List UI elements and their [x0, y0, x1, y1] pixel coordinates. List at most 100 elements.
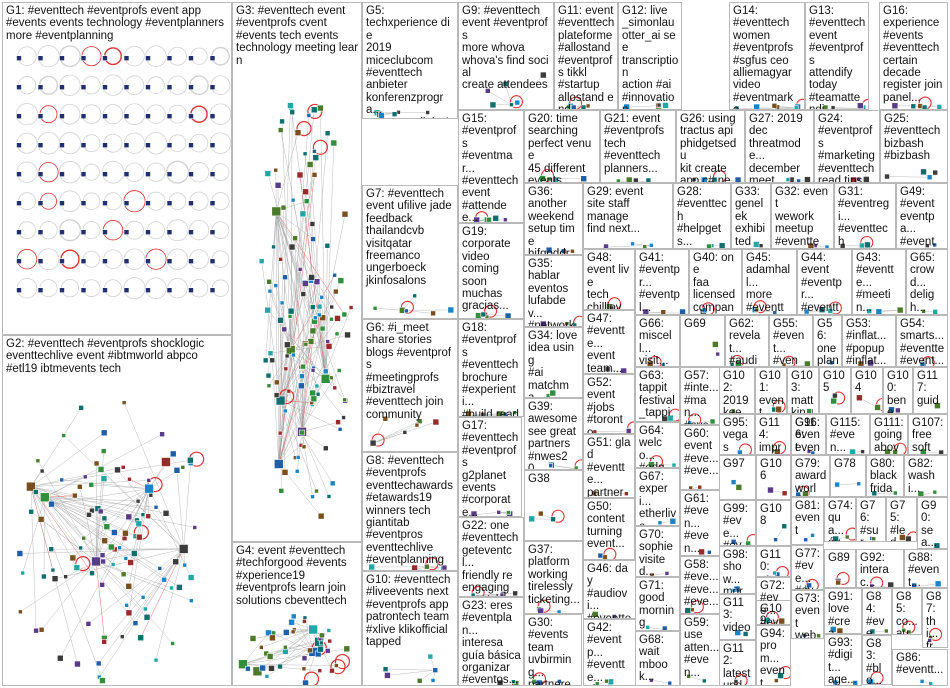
graph-node — [37, 142, 44, 148]
graph-node — [893, 490, 898, 496]
graph-node — [111, 529, 118, 536]
graph-node — [102, 171, 108, 177]
graph-node — [715, 351, 720, 357]
group-panel-g43: G43: #eventte... #meetin... meeting... — [852, 249, 906, 315]
group-graph-g6 — [369, 415, 440, 447]
graph-node — [16, 84, 22, 90]
graph-edge — [126, 548, 184, 606]
graph-node — [274, 182, 282, 189]
group-graph-g117 — [934, 402, 941, 410]
group-label-g21: G21: event #eventprofs tech #eventtech p… — [604, 113, 665, 175]
graph-node — [839, 243, 846, 248]
graph-node — [322, 445, 329, 452]
graph-node — [509, 102, 514, 108]
graph-edge — [293, 354, 303, 432]
graph-node — [209, 113, 216, 119]
group-label-g62: G62: revelat... #audio... #eventt... — [729, 318, 761, 367]
graph-node — [103, 523, 111, 530]
graph-node — [135, 498, 141, 504]
graph-edge — [30, 486, 37, 631]
graph-edge — [242, 648, 347, 665]
graph-node — [591, 611, 599, 618]
graph-node — [844, 534, 850, 540]
graph-node — [259, 645, 264, 650]
graph-node — [166, 171, 173, 177]
group-panel-g86: G86: #eventt... — [892, 649, 948, 686]
graph-node — [802, 490, 809, 496]
group-graph-g5 — [373, 109, 430, 118]
graph-node — [314, 488, 319, 494]
graph-node — [514, 99, 521, 106]
group-graph-g109 — [764, 610, 786, 624]
group-panel-g36: G36: another weekend setup time hifgoddr… — [524, 183, 583, 255]
graph-node — [284, 353, 290, 359]
group-graph-g34 — [545, 389, 557, 397]
group-label-g48: G48: event live tech chilllove... — [587, 252, 630, 310]
self-loop-edge — [334, 653, 351, 670]
graph-node — [86, 511, 92, 518]
graph-node — [857, 102, 864, 109]
group-panel-g80: G80: black friday... — [866, 455, 904, 497]
self-loop-edge — [918, 96, 932, 109]
graph-node — [277, 663, 283, 670]
graph-node — [188, 258, 194, 264]
group-panel-g85: G85: co... au... — [892, 588, 922, 635]
group-label-g57: G57: #inte... #man... #eve... — [684, 370, 719, 424]
self-loop-edge — [870, 576, 884, 587]
graph-node — [772, 310, 778, 314]
graph-node — [264, 306, 272, 314]
group-panel-g107: G107: free softw... — [908, 414, 948, 455]
graph-node — [609, 305, 615, 309]
graph-node — [16, 113, 22, 119]
graph-node — [734, 629, 742, 636]
group-panel-g75: G75: #led... #led... — [886, 497, 917, 542]
graph-edge — [276, 211, 319, 395]
graph-node — [580, 104, 587, 109]
graph-node — [161, 576, 167, 583]
graph-node — [123, 287, 130, 294]
graph-edge — [290, 275, 335, 351]
group-panel-g91: G91: love #crea... — [824, 588, 862, 634]
graph-node — [37, 171, 44, 177]
graph-node — [572, 322, 578, 326]
graph-node — [122, 529, 129, 537]
group-label-g75: G75: #led... #led... — [890, 500, 906, 541]
graph-node — [334, 331, 340, 337]
group-graph-g97 — [730, 479, 743, 491]
graph-node — [336, 368, 342, 373]
graph-node — [280, 204, 287, 211]
graph-node — [37, 258, 44, 264]
graph-node — [78, 545, 83, 551]
graph-node — [145, 142, 151, 148]
graph-node — [330, 139, 338, 147]
group-graph-g60 — [688, 484, 703, 489]
graph-node — [687, 420, 692, 424]
graph-node — [806, 582, 812, 589]
graph-node — [61, 433, 66, 438]
graph-node — [100, 448, 107, 454]
group-label-g110: G110: gt #enc... — [760, 549, 781, 576]
group-panel-g89: G89 — [824, 549, 856, 588]
graph-node — [121, 400, 127, 405]
graph-node — [48, 500, 55, 508]
group-graph-g79 — [795, 485, 810, 496]
graph-edge — [290, 247, 293, 351]
graph-node — [686, 674, 691, 679]
graph-node — [594, 681, 600, 685]
group-panel-g54: G54: smarts... #eventte #event... — [896, 315, 948, 367]
graph-node — [416, 678, 423, 684]
graph-edge — [278, 370, 340, 465]
group-label-g45: G45: adamhall... more #eventte... — [746, 252, 791, 314]
group-panel-g1: G1: #eventtech #eventprofs event app #ev… — [2, 2, 232, 335]
group-panel-g28: G28: #eventtech #helpgets... #sportsbiz.… — [673, 183, 731, 249]
graph-node — [188, 113, 194, 119]
group-label-g19: G19: corporate video coming soon muchas … — [462, 226, 511, 313]
group-panel-g84: G84: #eve... #eve... — [862, 588, 892, 635]
graph-node — [283, 366, 289, 372]
graph-edge — [88, 548, 184, 625]
graph-node — [59, 171, 65, 177]
group-label-g6: G6: #i_meet share stories blogs #eventpr… — [366, 322, 452, 421]
graph-node — [50, 567, 56, 573]
graph-edge — [278, 330, 314, 465]
graph-node — [920, 168, 927, 176]
